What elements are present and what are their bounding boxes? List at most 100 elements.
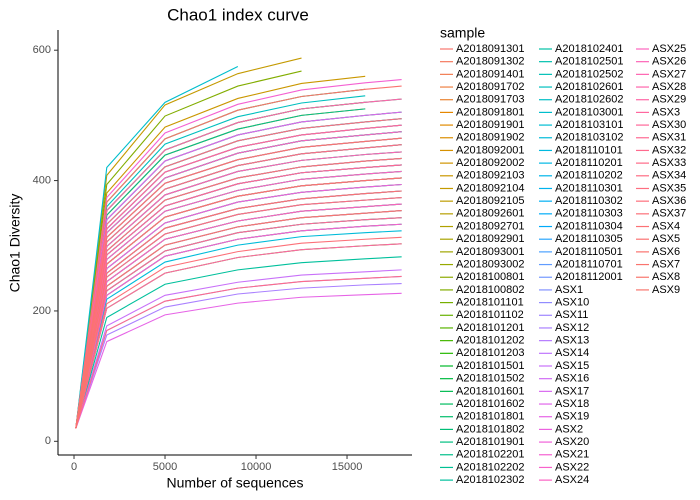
legend-label: ASX9 [652,284,680,296]
legend-label: A2018102401 [555,43,624,55]
legend-label: A2018092001 [456,144,525,156]
legend-label: A2018091302 [456,56,525,68]
legend-label: A2018110302 [555,195,623,207]
series-line [75,98,402,429]
legend-label: A2018101101 [456,297,524,309]
legend-label: A2018112001 [555,271,623,283]
series-line [75,275,402,429]
legend-label: ASX11 [555,309,588,321]
x-tick-label: 10000 [241,461,272,473]
legend-label: ASX21 [555,449,589,461]
legend-label: A2018091901 [456,119,525,131]
series-line [75,85,402,429]
series-line [75,151,402,429]
legend-label: ASX1 [555,284,583,296]
legend-label: A2018101502 [456,373,525,385]
legend-label: ASX32 [652,144,686,156]
legend-label: A2018091702 [456,81,525,93]
legend-label: A2018102201 [456,449,525,461]
series-line [75,190,402,429]
legend-label: ASX5 [652,233,680,245]
legend-label: A2018092901 [456,233,525,245]
legend-label: A2018091902 [456,132,525,144]
legend-label: ASX26 [652,56,686,68]
series-line [75,203,402,429]
series-line [75,57,302,429]
legend-label: A2018110101 [555,144,623,156]
legend-label: ASX14 [555,347,589,359]
legend-label: ASX25 [652,43,686,55]
legend-label: ASX16 [555,373,589,385]
legend-label: ASX37 [652,208,686,220]
series-line [75,70,302,429]
legend-label: ASX24 [555,474,589,486]
series-line [75,292,402,429]
legend-label: ASX4 [652,220,680,232]
series-line [75,177,402,429]
legend-label: ASX7 [652,258,680,270]
legend-label: A2018102602 [555,94,624,106]
legend-label: A2018092701 [456,220,525,232]
legend-label: A2018110304 [555,220,623,232]
legend-label: A2018102501 [555,56,624,68]
legend-label: A2018092104 [456,182,525,194]
legend-title: sample [440,25,485,41]
series-line [75,283,402,429]
series-line [75,78,402,429]
legend-label: A2018110201 [555,157,623,169]
legend-label: ASX27 [652,68,686,80]
legend-label: A2018103102 [555,132,624,144]
legend-label: A2018093001 [456,246,525,258]
series-line [75,236,402,429]
legend-label: A2018103001 [555,106,624,118]
legend-label: A2018092002 [456,157,525,169]
legend-label: A2018092105 [456,195,525,207]
legend-label: A2018092103 [456,170,525,182]
x-tick-label: 0 [71,461,77,473]
legend-label: A2018101802 [456,423,525,435]
legend-label: A2018091301 [456,43,525,55]
legend-label: ASX33 [652,157,686,169]
lines [75,57,402,429]
legend-label: ASX22 [555,461,589,473]
legend-label: A2018092601 [456,208,525,220]
legend-label: A2018101203 [456,347,525,359]
x-axis-label: Number of sequences [167,475,304,491]
legend-label: A2018110301 [555,182,623,194]
legend-label: A2018102302 [456,474,525,486]
legend-label: A2018101201 [456,322,525,334]
series-line [75,210,402,429]
chart-title: Chao1 index curve [167,5,309,24]
legend-label: A2018101801 [456,411,525,423]
series-line [75,144,402,429]
legend-label: ASX20 [555,436,589,448]
legend-label: A2018110501 [555,246,623,258]
legend-label: ASX28 [652,81,686,93]
legend-label: A2018110303 [555,208,623,220]
legend-label: A2018101602 [456,398,525,410]
legend-label: ASX13 [555,335,589,347]
legend-label: A2018103101 [555,119,624,131]
legend-label: ASX18 [555,398,589,410]
y-tick-label: 600 [33,44,51,56]
legend-label: A2018093002 [456,258,525,270]
series-line [75,137,402,429]
series-line [75,183,402,429]
legend-label: ASX34 [652,170,686,182]
legend-label: ASX19 [555,411,589,423]
series-line [75,66,239,429]
series-line [75,269,402,429]
legend-label: ASX8 [652,271,680,283]
legend-label: A2018110305 [555,233,623,245]
series-line [75,256,402,429]
legend-label: A2018101901 [456,436,525,448]
legend-label: ASX2 [555,423,583,435]
legend-label: ASX3 [652,106,680,118]
legend-label: ASX10 [555,297,589,309]
y-tick-label: 200 [33,305,51,317]
legend-label: A2018102601 [555,81,624,93]
legend-label: ASX12 [555,322,589,334]
series-line [75,217,402,429]
legend-label: A2018101601 [456,385,525,397]
